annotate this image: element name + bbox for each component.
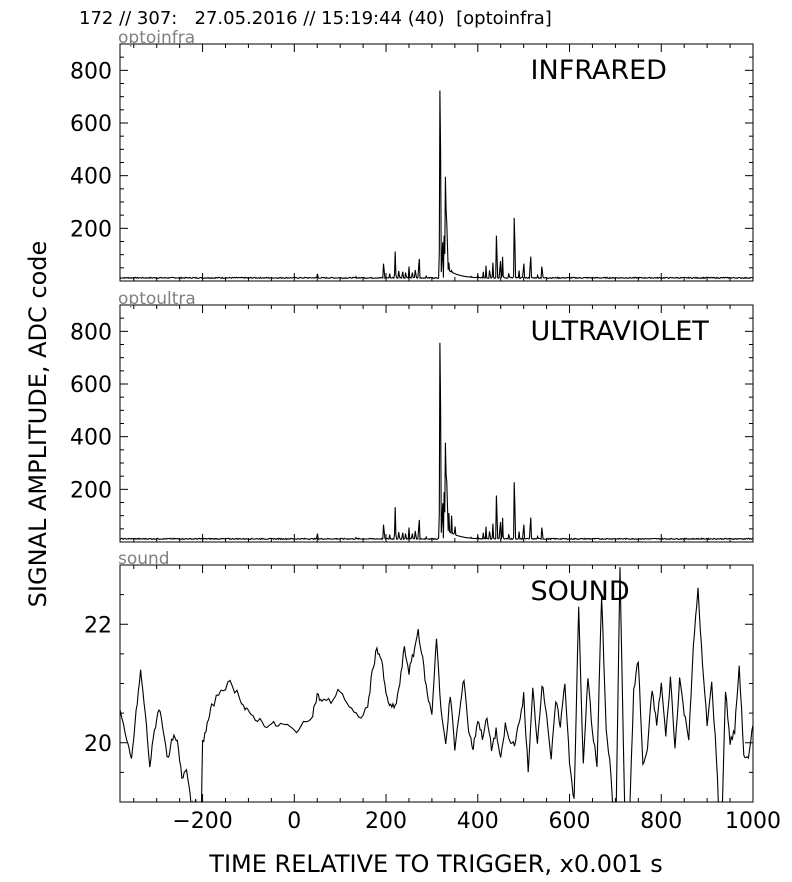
panel-source-label: optoultra (118, 289, 196, 309)
y-tick-label: 20 (84, 732, 112, 757)
x-tick-label: 400 (457, 809, 499, 834)
y-tick-label: 22 (84, 613, 112, 638)
x-tick-label: 800 (640, 809, 682, 834)
y-tick-label: 400 (70, 426, 112, 451)
panel-source-label: sound (118, 549, 170, 569)
series-line-optoultra (120, 342, 753, 541)
header-info: 172 // 307: 27.05.2016 // 15:19:44 (40) … (79, 8, 552, 29)
y-tick-label: 200 (70, 478, 112, 503)
y-tick-label: 600 (70, 373, 112, 398)
y-tick-label: 600 (70, 112, 112, 137)
panel-source-label: optoinfra (118, 28, 195, 48)
y-tick-label: 400 (70, 165, 112, 190)
y-tick-label: 800 (70, 59, 112, 84)
x-tick-label: 200 (365, 809, 407, 834)
y-tick-label: 800 (70, 320, 112, 345)
panel-title: SOUND (531, 576, 630, 607)
panel-title: INFRARED (531, 55, 667, 86)
series-line-optoinfra (120, 90, 753, 280)
x-axis-label: TIME RELATIVE TO TRIGGER, x0.001 s (209, 850, 663, 878)
y-tick-label: 200 (70, 217, 112, 242)
x-tick-label: 1000 (725, 809, 781, 834)
x-tick-label: −200 (172, 809, 232, 834)
x-tick-label: 0 (287, 809, 301, 834)
panel-title: ULTRAVIOLET (531, 316, 710, 347)
plot-frame-sound (119, 564, 754, 803)
series-line-sound (120, 567, 753, 802)
x-tick-label: 600 (549, 809, 591, 834)
